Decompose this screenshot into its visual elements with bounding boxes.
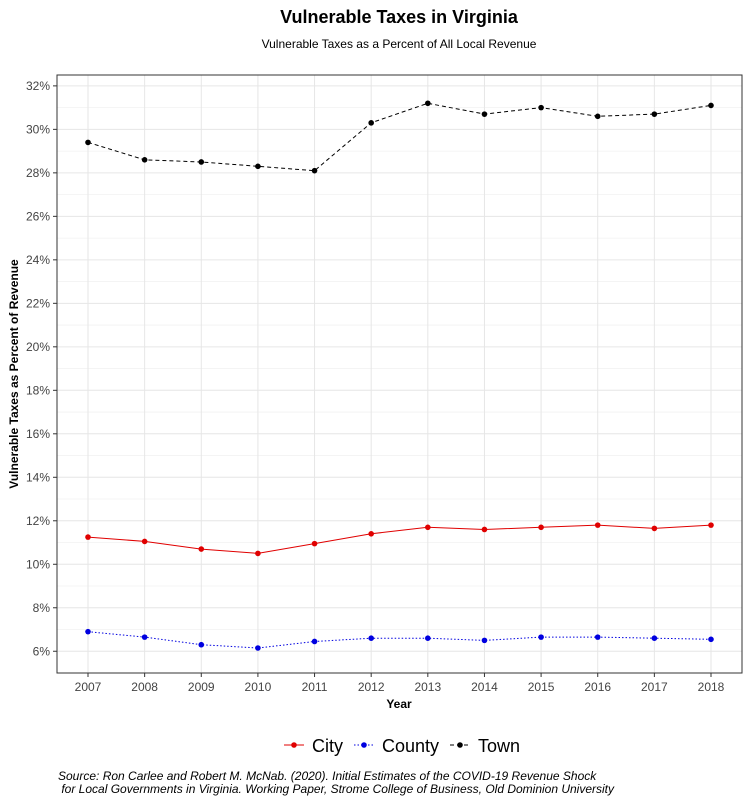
x-tick-label: 2016 <box>584 680 611 694</box>
data-point-county <box>651 635 658 642</box>
series-layer <box>85 100 714 651</box>
y-tick-label: 32% <box>26 79 50 93</box>
y-tick-label: 26% <box>26 209 50 223</box>
legend-item-town: Town <box>450 736 520 756</box>
data-point-town <box>594 113 601 120</box>
data-point-county <box>255 645 261 651</box>
data-point-city <box>85 534 91 540</box>
x-tick-label: 2008 <box>131 680 158 694</box>
y-tick-label: 10% <box>26 557 50 571</box>
data-point-town <box>481 111 488 117</box>
y-axis-title: Vulnerable Taxes as Percent of Revenue <box>7 259 21 489</box>
legend-label: City <box>312 736 343 756</box>
data-point-town <box>368 120 374 126</box>
series-line-city <box>87 524 712 554</box>
data-point-city <box>594 522 601 528</box>
data-point-county <box>311 638 318 645</box>
data-point-city <box>651 525 658 532</box>
data-point-town <box>141 157 148 163</box>
data-point-county <box>141 634 148 640</box>
y-tick-label: 16% <box>26 427 50 441</box>
grid <box>57 75 742 674</box>
x-tick-label: 2012 <box>358 680 385 694</box>
y-tick-label: 22% <box>26 296 50 310</box>
x-tick-label: 2007 <box>75 680 102 694</box>
data-point-city <box>141 538 148 545</box>
data-point-county <box>198 641 205 648</box>
x-tick-label: 2011 <box>302 680 328 694</box>
x-tick-label: 2013 <box>414 680 441 694</box>
series-line-town <box>87 102 712 172</box>
data-point-city <box>255 550 261 557</box>
series-county <box>85 628 714 651</box>
data-point-city <box>311 540 318 547</box>
data-point-city <box>538 524 544 531</box>
data-point-county <box>538 634 544 640</box>
x-tick-label: 2015 <box>528 680 555 694</box>
legend-item-county: County <box>354 736 439 756</box>
data-point-city <box>198 546 205 552</box>
data-point-city <box>481 526 488 533</box>
legend-item-city: City <box>284 736 343 756</box>
y-tick-label: 8% <box>33 601 51 615</box>
data-point-town <box>538 104 544 111</box>
legend-label: Town <box>478 736 520 756</box>
data-point-county <box>481 637 488 644</box>
data-point-town <box>255 163 261 170</box>
x-tick-label: 2018 <box>698 680 725 694</box>
data-point-county <box>708 636 714 643</box>
data-point-county <box>425 635 431 642</box>
source-line-2: for Local Governments in Virginia. Worki… <box>58 782 615 796</box>
series-town <box>85 100 714 174</box>
axes: 6% 8% 10% 12% 14% 16% 18% 20% 22% 24% 26% 28% 30% 32%… <box>26 79 725 694</box>
data-point-town <box>198 159 205 165</box>
x-tick-label: 2014 <box>471 680 498 694</box>
x-tick-label: 2010 <box>245 680 272 694</box>
chart-title: Vulnerable Taxes in Virginia <box>280 7 519 27</box>
source-line-1: Source: Ron Carlee and Robert M. McNab. … <box>58 769 597 783</box>
data-point-town <box>311 167 318 174</box>
legend-key-point <box>361 742 367 748</box>
legend: City County Town <box>284 736 520 756</box>
data-point-town <box>651 111 658 117</box>
legend-key-point <box>291 742 297 748</box>
data-point-county <box>594 634 601 640</box>
y-tick-label: 20% <box>26 340 50 354</box>
x-axis-title: Year <box>386 697 412 711</box>
series-line-county <box>87 631 712 649</box>
data-point-county <box>85 628 91 635</box>
data-point-town <box>425 100 431 107</box>
legend-label: County <box>382 736 439 756</box>
data-point-city <box>368 531 374 537</box>
y-tick-label: 30% <box>26 122 50 136</box>
y-tick-label: 6% <box>33 644 51 658</box>
data-point-city <box>708 522 714 528</box>
y-tick-label: 24% <box>26 253 50 267</box>
data-point-city <box>425 524 431 531</box>
x-tick-label: 2009 <box>188 680 215 694</box>
data-point-town <box>708 102 714 109</box>
y-tick-label: 14% <box>26 470 50 484</box>
y-tick-label: 12% <box>26 514 50 528</box>
data-point-town <box>85 139 91 146</box>
series-city <box>85 522 714 557</box>
y-tick-label: 28% <box>26 166 50 180</box>
x-tick-label: 2017 <box>641 680 668 694</box>
chart-subtitle: Vulnerable Taxes as a Percent of All Loc… <box>262 37 537 51</box>
data-point-county <box>368 635 374 642</box>
legend-key-point <box>457 742 463 748</box>
y-tick-label: 18% <box>26 383 50 397</box>
plot-panel <box>56 74 743 674</box>
